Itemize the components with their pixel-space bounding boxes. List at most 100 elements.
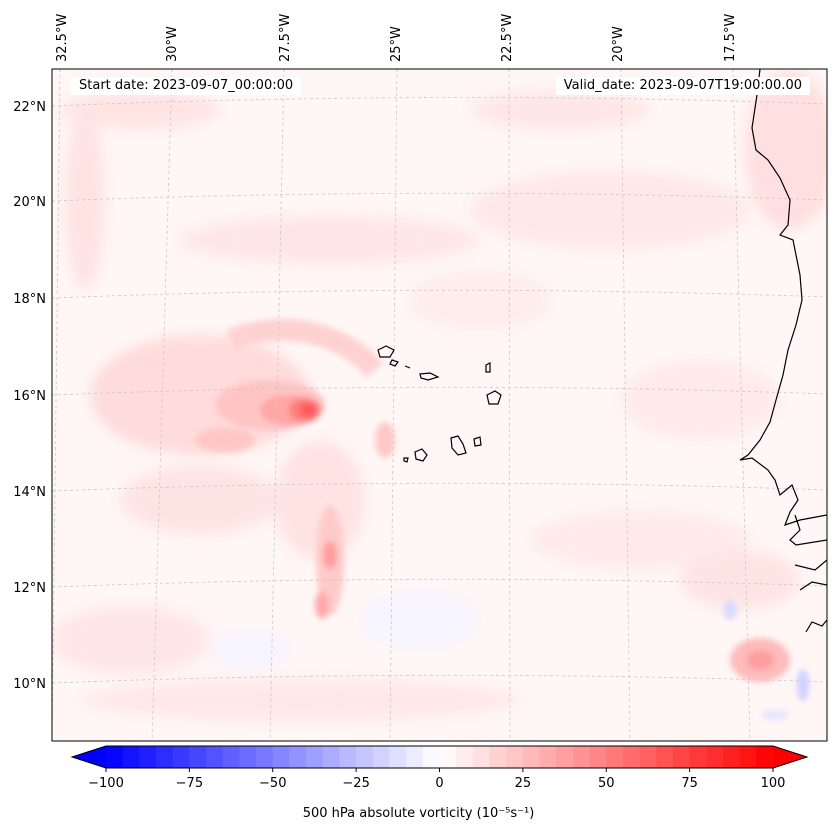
colorbar-segment	[139, 746, 157, 768]
colorbar-segment	[706, 746, 724, 768]
colorbar-segment	[156, 746, 174, 768]
parallel-12n	[52, 578, 827, 588]
valid-date-label: Valid_date: 2023-09-07T19:00:00.00	[555, 77, 810, 95]
colorbar-tick-label: 75	[681, 776, 698, 791]
start-date-label: Start date: 2023-09-07_00:00:00	[71, 77, 302, 95]
colorbar-segment	[439, 746, 457, 768]
parallel-22n	[52, 97, 827, 107]
meridian-27-5w	[269, 69, 285, 741]
sierra-leone-coast	[805, 619, 827, 633]
colorbar-segment	[372, 746, 391, 768]
parallel-10n	[52, 674, 827, 684]
colorbar-segment	[672, 746, 691, 768]
lat-label-18n: 18°N	[13, 292, 46, 307]
colorbar-segment	[639, 746, 657, 768]
colorbar-tick-label: 100	[761, 776, 786, 791]
lon-label-32-5w: 32.5°W	[55, 14, 70, 62]
colorbar-segment	[489, 746, 507, 768]
lon-label-30w: 30°W	[165, 26, 180, 62]
parallel-14n	[52, 482, 827, 492]
island-brava	[403, 457, 409, 463]
island-sal	[485, 362, 491, 373]
guinea-coast-2	[799, 581, 827, 591]
lon-label-25w: 25°W	[389, 26, 404, 62]
colorbar-tick-label: −100	[88, 776, 124, 791]
parallel-16n	[52, 386, 827, 396]
island-santiago	[450, 435, 467, 456]
colorbar-tick-label: −25	[342, 776, 369, 791]
colorbar-segment	[622, 746, 641, 768]
colorbar-segment	[289, 746, 307, 768]
colorbar-tick-label: 50	[598, 776, 615, 791]
meridian-30w	[151, 69, 173, 741]
island-santa-luzia	[404, 365, 411, 369]
colorbar-segment	[606, 746, 624, 768]
lat-label-10n: 10°N	[13, 677, 46, 692]
colorbar-segment	[272, 746, 291, 768]
colorbar-segment	[422, 746, 441, 768]
colorbar-tick-label: 0	[435, 776, 443, 791]
island-sao-vicente	[389, 359, 399, 367]
island-sao-nicolau	[419, 372, 440, 381]
colorbar-segment	[456, 746, 474, 768]
colorbar-segment	[722, 746, 741, 768]
colorbar-min-extension	[72, 746, 106, 768]
parallel-18n	[52, 289, 827, 299]
lon-label-22-5w: 22.5°W	[500, 14, 515, 62]
colorbar-segment	[256, 746, 274, 768]
colorbar-ticks: −100 −75 −50 −25 0 25 50 75 100	[88, 768, 785, 791]
colorbar-label: 500 hPa absolute vorticity (10⁻⁵s⁻¹)	[302, 806, 535, 821]
coastlines	[377, 69, 827, 633]
guinea-coast	[794, 559, 827, 571]
colorbar-segments	[106, 746, 774, 768]
colorbar-segment	[406, 746, 424, 768]
parallel-20n	[52, 192, 827, 202]
colorbar-segment	[506, 746, 524, 768]
lat-label-22n: 22°N	[13, 100, 46, 115]
colorbar-segment	[306, 746, 324, 768]
colorbar-segment	[389, 746, 407, 768]
colorbar-segment	[189, 746, 207, 768]
colorbar-segment	[356, 746, 374, 768]
colorbar-segment	[222, 746, 241, 768]
lat-label-14n: 14°N	[13, 485, 46, 500]
colorbar-segment	[589, 746, 607, 768]
africa-coastline	[739, 69, 827, 526]
island-fogo	[414, 448, 428, 462]
island-santo-antao	[377, 345, 395, 358]
lat-label-20n: 20°N	[13, 195, 46, 210]
lon-label-17-5w: 17.5°W	[723, 14, 738, 62]
colorbar-segment	[239, 746, 257, 768]
guinea-bissau-coast	[789, 514, 827, 546]
colorbar-segment	[556, 746, 574, 768]
meridian-32-5w	[52, 69, 61, 741]
longitude-labels: 32.5°W 30°W 27.5°W 25°W 22.5°W 20°W 17.5…	[55, 14, 738, 62]
island-boa-vista	[486, 390, 502, 405]
colorbar-segment	[572, 746, 591, 768]
colorbar-segment	[756, 746, 774, 768]
colorbar-segment	[472, 746, 491, 768]
graticule	[52, 69, 827, 741]
colorbar-segment	[522, 746, 541, 768]
colorbar-segment	[172, 746, 190, 768]
latitude-labels: 22°N 20°N 18°N 16°N 14°N 12°N 10°N	[13, 100, 46, 692]
meridian-20w	[620, 69, 631, 741]
colorbar-tick-label: −75	[176, 776, 203, 791]
colorbar-segment	[689, 746, 707, 768]
colorbar-segment	[539, 746, 557, 768]
island-maio	[473, 436, 482, 447]
colorbar-tick-label: 25	[515, 776, 532, 791]
lon-label-20w: 20°W	[611, 26, 626, 62]
meridian-25w	[389, 69, 398, 741]
colorbar: −100 −75 −50 −25 0 25 50 75 100	[70, 745, 809, 791]
colorbar-segment	[339, 746, 357, 768]
colorbar-max-extension	[773, 746, 807, 768]
map-frame	[51, 68, 828, 742]
meridian-17-5w	[732, 69, 751, 741]
colorbar-segment	[322, 746, 341, 768]
lon-label-27-5w: 27.5°W	[278, 14, 293, 62]
colorbar-segment	[739, 746, 757, 768]
lat-label-16n: 16°N	[13, 389, 46, 404]
colorbar-segment	[656, 746, 674, 768]
